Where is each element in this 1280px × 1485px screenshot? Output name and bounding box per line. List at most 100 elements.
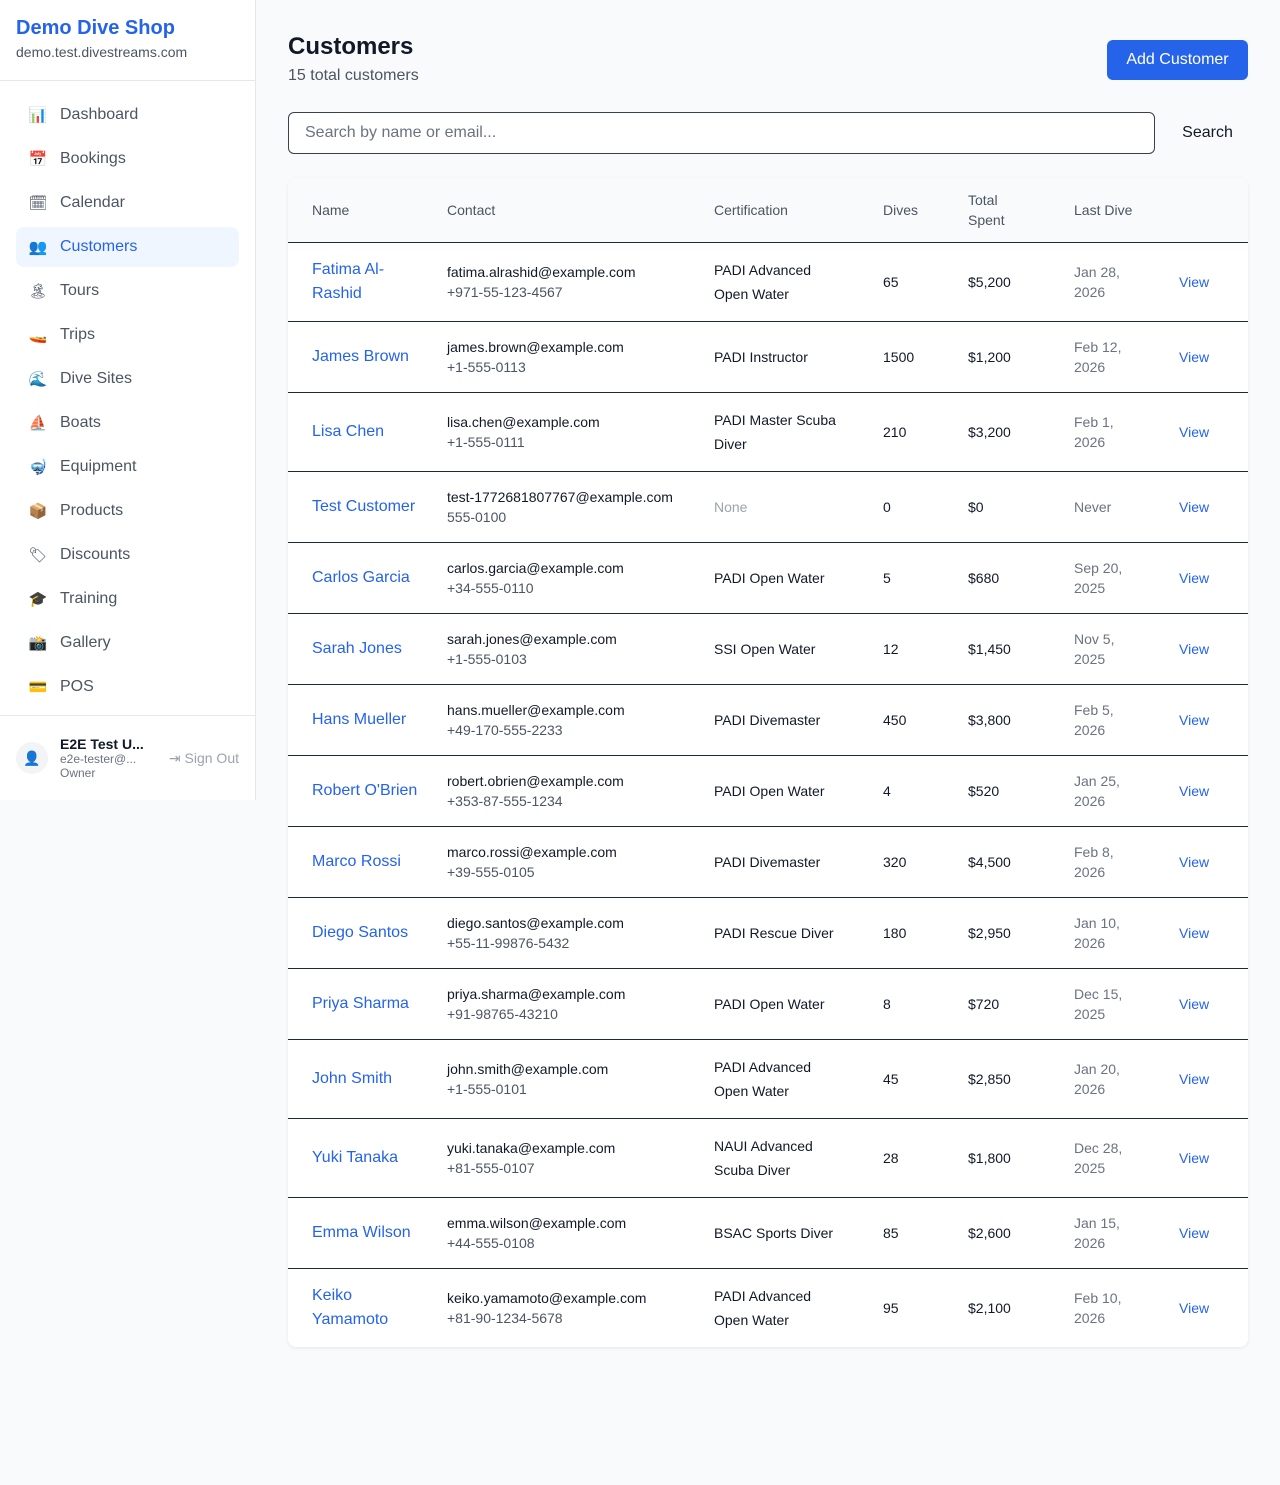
customer-email: test-1772681807767@example.com [447, 488, 673, 505]
cell-certification: PADI Advanced Open Water [702, 242, 871, 322]
sidebar-item-dashboard[interactable]: 📊 Dashboard [16, 95, 239, 135]
customer-name-link[interactable]: Test Customer [312, 497, 416, 515]
column-header-name: Name [288, 178, 435, 243]
discounts-icon: 🏷 [28, 547, 48, 564]
cell-actions: View [1167, 542, 1248, 614]
cell-actions: View [1167, 613, 1248, 685]
customer-dives: 320 [883, 853, 907, 870]
sidebar-item-products[interactable]: 📦 Products [16, 491, 239, 531]
sidebar-item-boats[interactable]: ⛵ Boats [16, 403, 239, 443]
cell-last-dive: Sep 20, 2025 [1062, 542, 1167, 614]
calendar-icon: 🗓 [28, 195, 48, 212]
view-customer-link[interactable]: View [1179, 1149, 1210, 1166]
view-customer-link[interactable]: View [1179, 569, 1210, 586]
customer-last-dive: Never [1074, 498, 1112, 515]
customer-name-link[interactable]: Fatima Al-Rashid [312, 260, 385, 302]
cell-certification: PADI Master Scuba Diver [702, 392, 871, 472]
cell-dives: 12 [871, 613, 956, 685]
cell-name: Emma Wilson [288, 1197, 435, 1269]
cell-total-spent: $680 [956, 542, 1062, 614]
user-panel: 👤 E2E Test U... e2e-tester@... Owner ⇥ S… [0, 715, 255, 800]
sidebar-item-discounts[interactable]: 🏷 Discounts [16, 535, 239, 575]
sidebar-item-dive-sites[interactable]: 🌊 Dive Sites [16, 359, 239, 399]
sign-out-button[interactable]: ⇥ Sign Out [169, 750, 239, 767]
customer-name-link[interactable]: John Smith [312, 1069, 393, 1087]
sidebar-item-label: Tours [60, 282, 100, 299]
sidebar-item-trips[interactable]: 🚤 Trips [16, 315, 239, 355]
customer-total-spent: $3,200 [968, 423, 1011, 440]
sidebar-item-training[interactable]: 🎓 Training [16, 579, 239, 619]
customer-total-spent: $0 [968, 498, 984, 515]
view-customer-link[interactable]: View [1179, 1070, 1210, 1087]
sidebar-item-gallery[interactable]: 📸 Gallery [16, 623, 239, 663]
customer-name-link[interactable]: Hans Mueller [312, 710, 407, 728]
cell-contact: priya.sharma@example.com +91-98765-43210 [435, 968, 702, 1040]
table-row: Sarah Jones sarah.jones@example.com +1-555… [288, 613, 1248, 685]
cell-name: Hans Mueller [288, 684, 435, 756]
view-customer-link[interactable]: View [1179, 711, 1210, 728]
sidebar-item-calendar[interactable]: 🗓 Calendar [16, 183, 239, 223]
sidebar-item-pos[interactable]: 💳 POS [16, 667, 239, 707]
customer-name-link[interactable]: Sarah Jones [312, 639, 402, 657]
view-customer-link[interactable]: View [1179, 782, 1210, 799]
view-customer-link[interactable]: View [1179, 995, 1210, 1012]
table-row: Robert O'Brien robert.obrien@example.com +… [288, 755, 1248, 827]
cell-dives: 180 [871, 897, 956, 969]
customer-name-link[interactable]: Diego Santos [312, 923, 409, 941]
customer-email: emma.wilson@example.com [447, 1214, 627, 1231]
view-customer-link[interactable]: View [1179, 423, 1210, 440]
customer-email: yuki.tanaka@example.com [447, 1139, 616, 1156]
customer-dives: 450 [883, 711, 907, 728]
cell-certification: PADI Divemaster [702, 826, 871, 898]
customer-name-link[interactable]: Carlos Garcia [312, 568, 410, 586]
customer-name-link[interactable]: Lisa Chen [312, 422, 385, 440]
customer-name-link[interactable]: Yuki Tanaka [312, 1148, 398, 1166]
cell-certification: NAUI Advanced Scuba Diver [702, 1118, 871, 1198]
customer-phone: +1-555-0103 [447, 650, 527, 667]
dashboard-icon: 📊 [28, 107, 48, 124]
cell-total-spent: $720 [956, 968, 1062, 1040]
sidebar-item-tours[interactable]: 🏝 Tours [16, 271, 239, 311]
cell-name: Test Customer [288, 471, 435, 543]
cell-actions: View [1167, 684, 1248, 756]
sidebar-item-label: Calendar [60, 194, 125, 211]
sidebar-item-equipment[interactable]: 🤿 Equipment [16, 447, 239, 487]
view-customer-link[interactable]: View [1179, 924, 1210, 941]
add-customer-button[interactable]: Add Customer [1107, 40, 1248, 80]
search-button[interactable]: Search [1167, 112, 1248, 154]
customer-name-link[interactable]: Priya Sharma [312, 994, 409, 1012]
customer-dives: 45 [883, 1070, 899, 1087]
view-customer-link[interactable]: View [1179, 640, 1210, 657]
sidebar-item-bookings[interactable]: 📅 Bookings [16, 139, 239, 179]
customer-email: carlos.garcia@example.com [447, 559, 624, 576]
brand-domain: demo.test.divestreams.com [16, 44, 188, 60]
cell-actions: View [1167, 321, 1248, 393]
cell-dives: 85 [871, 1197, 956, 1269]
view-customer-link[interactable]: View [1179, 498, 1210, 515]
customer-name-link[interactable]: Robert O'Brien [312, 781, 418, 799]
customer-name-link[interactable]: James Brown [312, 347, 409, 365]
cell-total-spent: $2,100 [956, 1268, 1062, 1347]
customer-certification: PADI Divemaster [714, 853, 821, 870]
table-row: Test Customer test-1772681807767@example.… [288, 471, 1248, 543]
view-customer-link[interactable]: View [1179, 853, 1210, 870]
view-customer-link[interactable]: View [1179, 1224, 1210, 1241]
pos-icon: 💳 [28, 679, 48, 696]
cell-dives: 45 [871, 1039, 956, 1119]
customer-email: marco.rossi@example.com [447, 843, 617, 860]
search-input[interactable] [288, 112, 1155, 154]
customer-name-link[interactable]: Marco Rossi [312, 852, 401, 870]
cell-dives: 210 [871, 392, 956, 472]
customer-dives: 0 [883, 498, 891, 515]
brand-name[interactable]: Demo Dive Shop [16, 17, 175, 39]
cell-actions: View [1167, 968, 1248, 1040]
view-customer-link[interactable]: View [1179, 348, 1210, 365]
cell-last-dive: Jan 15, 2026 [1062, 1197, 1167, 1269]
cell-dives: 95 [871, 1268, 956, 1347]
customer-name-link[interactable]: Emma Wilson [312, 1223, 411, 1241]
cell-name: Keiko Yamamoto [288, 1268, 435, 1347]
sidebar-item-customers[interactable]: 👥 Customers [16, 227, 239, 267]
view-customer-link[interactable]: View [1179, 1299, 1210, 1316]
view-customer-link[interactable]: View [1179, 273, 1210, 290]
customer-name-link[interactable]: Keiko Yamamoto [312, 1286, 389, 1328]
